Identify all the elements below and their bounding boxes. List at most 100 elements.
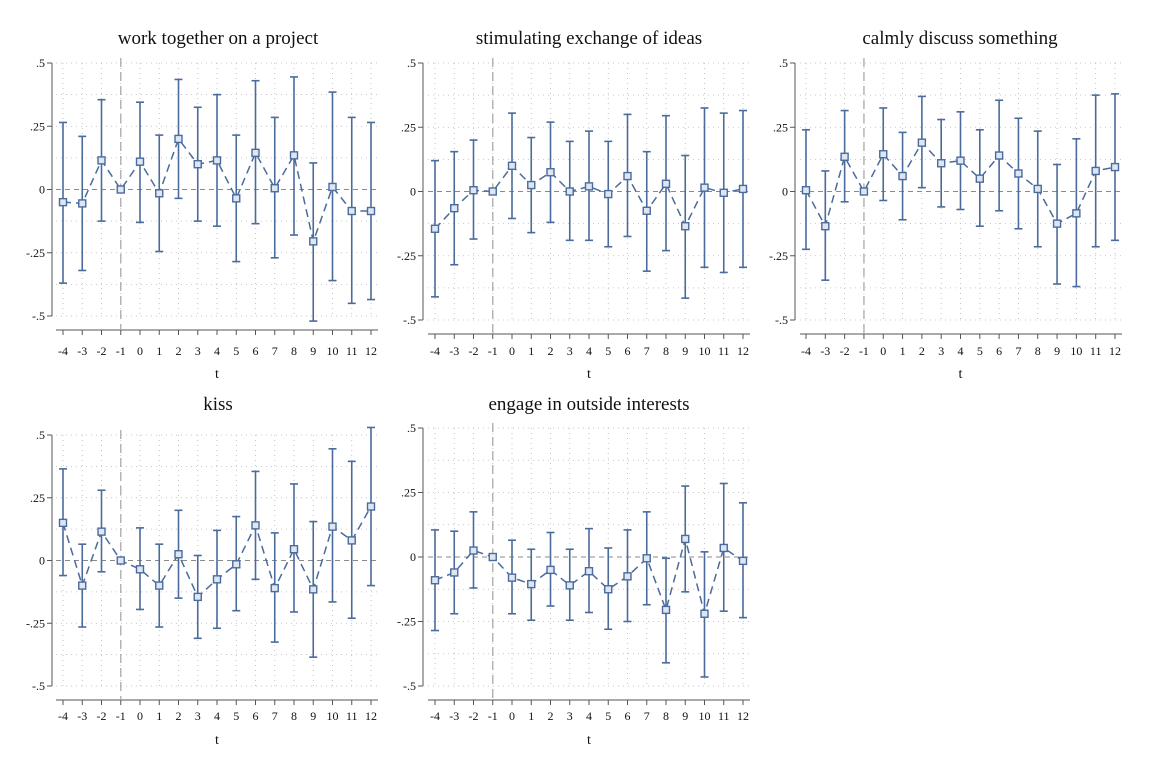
y-tick-label: .5 [407, 56, 416, 70]
x-tick-label: 1 [528, 709, 534, 723]
data-point [347, 536, 356, 545]
data-point [116, 556, 125, 565]
x-tick-label: 6 [625, 709, 631, 723]
y-tick-label: .5 [407, 421, 416, 435]
data-point [1072, 209, 1081, 218]
panel-2: stimulating exchange of ideas .5 .25 0 -.25 -… [397, 28, 750, 382]
data-point [859, 187, 869, 196]
y-tick-label: .25 [773, 120, 788, 134]
series-line [62, 137, 371, 245]
x-tick-label: 10 [699, 709, 711, 723]
x-tick-label: 0 [137, 709, 143, 723]
x-tick-label: 4 [586, 709, 592, 723]
x-tick-label: 0 [137, 344, 143, 358]
x-tick-label: 0 [880, 344, 886, 358]
y-tick-label: 0 [39, 554, 45, 568]
x-tick-label: 1 [528, 344, 534, 358]
panel-5: engage in outside interests .5 .25 0 -.25 -.5… [397, 394, 750, 748]
x-tick-label: 4 [586, 344, 592, 358]
y-tick-label: .25 [30, 119, 45, 133]
x-tick-label: -3 [449, 709, 459, 723]
x-axis-label: t [587, 367, 591, 382]
data-point [97, 527, 106, 536]
data-point [97, 156, 106, 165]
x-tick-label: 2 [176, 709, 182, 723]
data-point [232, 194, 241, 203]
x-tick-label: 3 [195, 344, 201, 358]
panel-title: work together on a project [118, 28, 319, 49]
x-tick-label: 1 [900, 344, 906, 358]
data-point [565, 187, 574, 196]
data-point [366, 502, 376, 511]
data-point [430, 224, 440, 233]
data-point [527, 579, 536, 589]
panel-title: engage in outside interests [488, 394, 689, 415]
x-axis-label: t [215, 733, 219, 748]
x-tick-label: -3 [77, 709, 87, 723]
x-tick-label: 6 [253, 344, 259, 358]
panel-title: calmly discuss something [862, 28, 1058, 49]
x-tick-label: -3 [77, 344, 87, 358]
data-point [193, 159, 202, 169]
x-tick-label: 5 [233, 709, 239, 723]
x-tick-label: 7 [644, 344, 650, 358]
x-tick-label: 8 [663, 709, 669, 723]
data-point [546, 168, 555, 177]
data-point [289, 545, 299, 554]
y-tick-label: -.5 [403, 679, 416, 693]
x-tick-label: -1 [488, 709, 498, 723]
data-point [135, 157, 145, 166]
x-tick-label: 5 [605, 709, 611, 723]
data-point [642, 206, 651, 215]
x-tick-label: -4 [801, 344, 811, 358]
data-point [840, 152, 849, 162]
data-point [430, 576, 440, 585]
data-point [347, 206, 356, 216]
x-axis-label: t [215, 367, 219, 382]
data-point [116, 185, 125, 194]
x-tick-label: 7 [272, 344, 278, 358]
x-tick-label: 9 [1054, 344, 1060, 358]
data-point [270, 184, 279, 193]
x-tick-label: 0 [509, 344, 515, 358]
x-tick-label: 9 [682, 344, 688, 358]
data-point [232, 560, 241, 569]
data-points [430, 534, 748, 618]
x-tick-label: -3 [449, 344, 459, 358]
x-tick-label: -2 [97, 709, 107, 723]
data-points [58, 502, 376, 602]
data-point [251, 148, 260, 158]
data-point [801, 186, 811, 195]
data-point [604, 189, 613, 199]
data-point [469, 186, 478, 195]
data-point [328, 182, 337, 192]
x-tick-label: 2 [919, 344, 925, 358]
data-points [801, 138, 1120, 231]
x-tick-label: 3 [567, 344, 573, 358]
x-tick-label: -4 [58, 709, 68, 723]
data-point [58, 197, 68, 207]
data-point [975, 174, 985, 183]
x-axis-label: t [959, 367, 963, 382]
y-tick-label: -.25 [26, 616, 45, 630]
data-point [719, 188, 728, 197]
data-point [604, 585, 613, 594]
x-tick-label: 12 [737, 344, 749, 358]
data-point [366, 206, 376, 216]
data-point [1052, 219, 1062, 228]
x-tick-label: -1 [488, 344, 498, 358]
data-point [681, 534, 690, 544]
data-point [78, 581, 87, 590]
error-bars [802, 93, 1119, 288]
data-point [78, 199, 87, 208]
x-tick-label: 9 [682, 709, 688, 723]
panel-4: kiss.5.250-.25-.5-4 -3 -2 -1 0 1 2 3 4 5 6 7 8 9 10 11 1… [26, 394, 378, 748]
x-tick-label: 8 [1035, 344, 1041, 358]
x-tick-label: 2 [548, 344, 554, 358]
x-tick-label: 6 [253, 709, 259, 723]
data-point [450, 568, 459, 577]
x-tick-label: 11 [346, 709, 358, 723]
data-point [738, 184, 748, 194]
x-tick-label: 10 [699, 344, 711, 358]
